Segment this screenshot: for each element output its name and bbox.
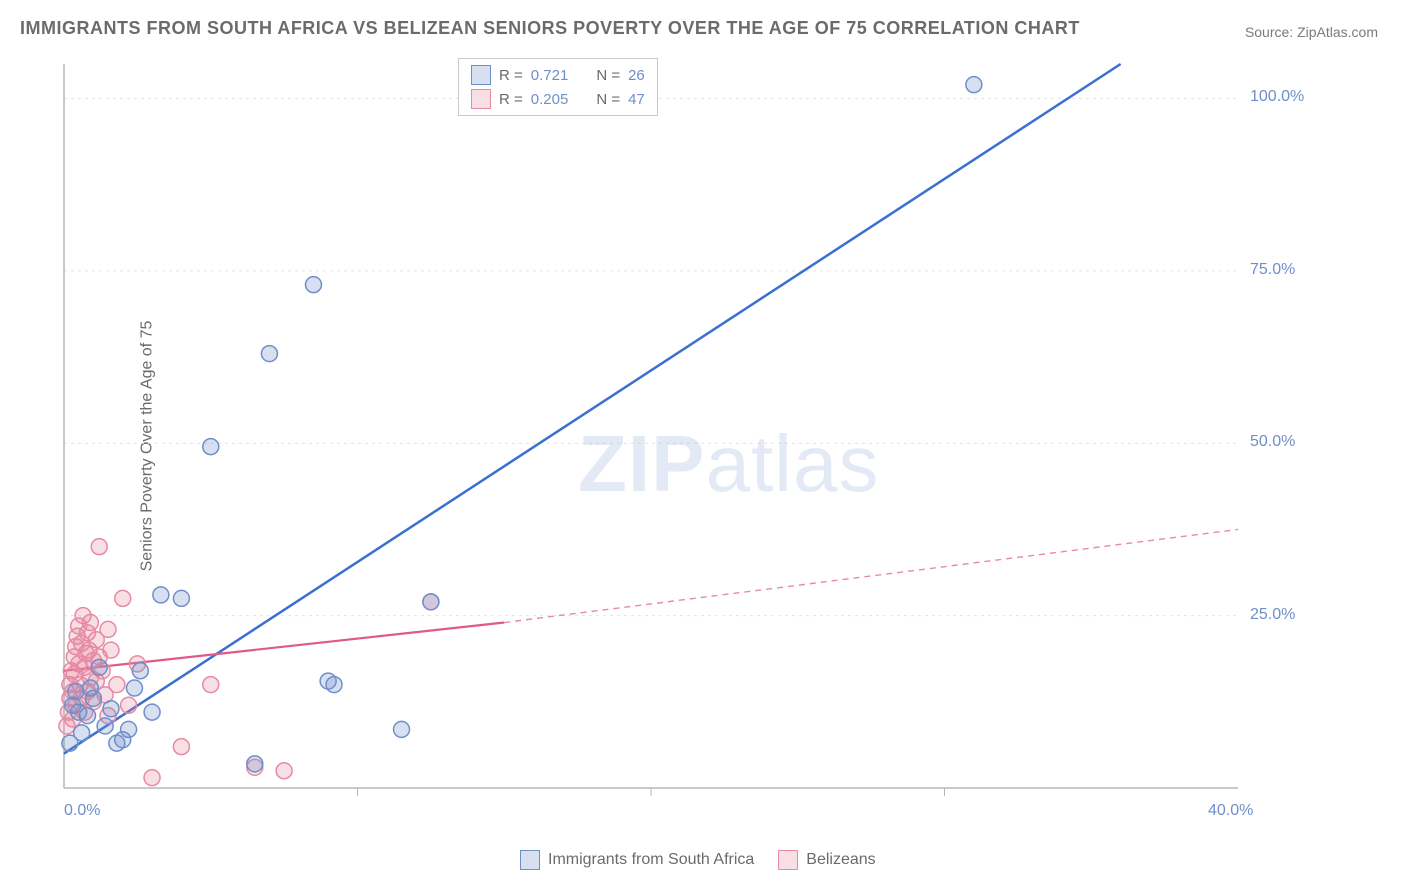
legend-r-label: R = xyxy=(499,67,523,84)
legend-swatch xyxy=(520,850,540,870)
legend-swatch xyxy=(471,65,491,85)
y-tick-label: 25.0% xyxy=(1250,606,1295,624)
legend-series-item: Belizeans xyxy=(778,850,875,870)
chart-title: IMMIGRANTS FROM SOUTH AFRICA VS BELIZEAN… xyxy=(20,18,1080,39)
y-tick-label: 50.0% xyxy=(1250,433,1295,451)
legend-n-label: N = xyxy=(596,67,620,84)
legend-series: Immigrants from South Africa Belizeans xyxy=(520,850,876,870)
legend-stats-row: R = 0.721 N = 26 xyxy=(459,63,657,87)
legend-n-label: N = xyxy=(596,91,620,108)
legend-stats-row: R = 0.205 N = 47 xyxy=(459,87,657,111)
legend-n-value: 47 xyxy=(628,91,645,108)
legend-swatch xyxy=(778,850,798,870)
legend-stats: R = 0.721 N = 26 R = 0.205 N = 47 xyxy=(458,58,658,116)
y-tick-label: 100.0% xyxy=(1250,88,1304,106)
y-tick-label: 75.0% xyxy=(1250,261,1295,279)
legend-series-item: Immigrants from South Africa xyxy=(520,850,754,870)
x-tick-label: 0.0% xyxy=(64,802,100,820)
legend-r-label: R = xyxy=(499,91,523,108)
legend-swatch xyxy=(471,89,491,109)
legend-series-label: Belizeans xyxy=(806,851,875,869)
legend-n-value: 26 xyxy=(628,67,645,84)
legend-series-label: Immigrants from South Africa xyxy=(548,851,754,869)
source-label: Source: ZipAtlas.com xyxy=(1245,24,1378,40)
x-tick-label: 40.0% xyxy=(1208,802,1253,820)
chart-svg xyxy=(58,58,1318,824)
legend-r-value: 0.205 xyxy=(531,91,569,108)
legend-r-value: 0.721 xyxy=(531,67,569,84)
plot-area: ZIPatlas R = 0.721 N = 26 R = 0.205 N = … xyxy=(58,58,1318,824)
